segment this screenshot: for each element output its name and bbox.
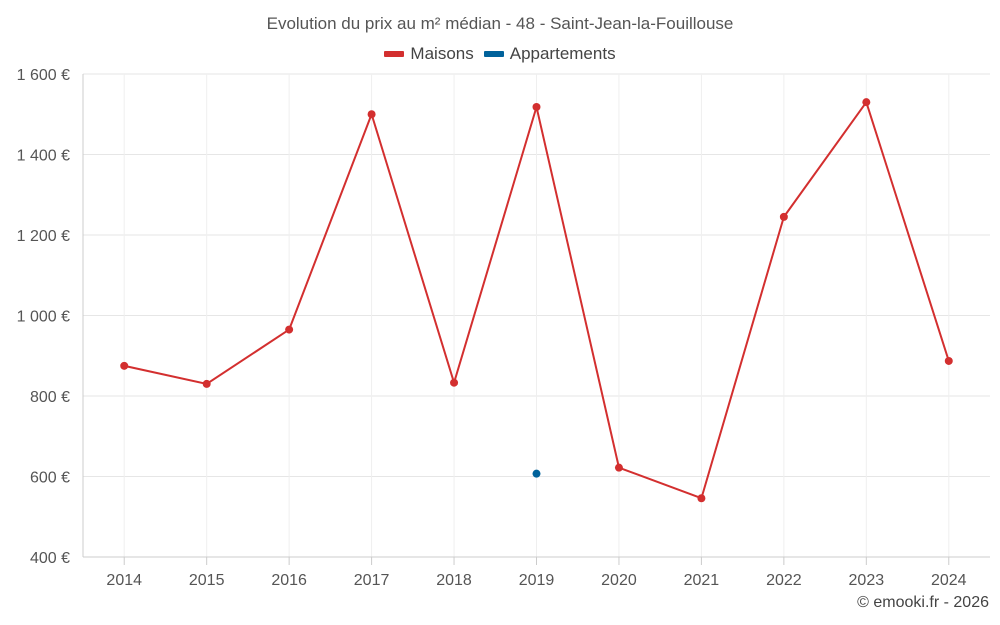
legend-swatch-appartements <box>483 51 504 57</box>
y-tick-label: 1 000 € <box>17 309 70 326</box>
watermark: © emooki.fr - 2026 <box>857 594 989 611</box>
y-tick-label: 800 € <box>30 389 70 406</box>
legend-swatch-maisons <box>384 51 405 57</box>
data-point-maisons <box>779 212 788 221</box>
legend-item-appartements[interactable]: Appartements <box>483 44 616 64</box>
chart-title: Evolution du prix au m² médian - 48 - Sa… <box>266 14 734 33</box>
x-tick-label: 2018 <box>436 572 472 589</box>
x-tick-label: 2022 <box>766 572 802 589</box>
legend-label-maisons: Maisons <box>410 44 474 63</box>
data-point-maisons <box>367 110 376 119</box>
y-tick-label: 400 € <box>30 550 70 567</box>
data-point-maisons <box>614 463 623 472</box>
data-point-maisons <box>532 103 541 112</box>
chart-legend: Maisons Appartements <box>0 44 1000 64</box>
y-tick-label: 1 600 € <box>17 67 70 84</box>
x-tick-label: 2017 <box>354 572 390 589</box>
x-tick-label: 2020 <box>601 572 637 589</box>
data-point-maisons <box>697 494 706 503</box>
x-tick-label: 2016 <box>271 572 307 589</box>
y-tick-label: 600 € <box>30 470 70 487</box>
data-point-maisons <box>285 325 294 334</box>
legend-item-maisons[interactable]: Maisons <box>384 44 474 64</box>
x-tick-label: 2024 <box>931 572 967 589</box>
x-tick-label: 2019 <box>519 572 555 589</box>
x-tick-label: 2021 <box>684 572 720 589</box>
data-point-maisons <box>862 98 871 107</box>
data-point-maisons <box>202 379 211 388</box>
data-point-maisons <box>120 361 129 370</box>
x-tick-label: 2014 <box>106 572 142 589</box>
legend-label-appartements: Appartements <box>509 44 616 63</box>
x-tick-label: 2023 <box>849 572 885 589</box>
data-point-appartements <box>532 469 541 478</box>
y-tick-label: 1 400 € <box>17 148 70 165</box>
data-point-maisons <box>944 356 953 365</box>
y-tick-label: 1 200 € <box>17 228 70 245</box>
data-point-maisons <box>450 378 459 387</box>
x-tick-label: 2015 <box>189 572 225 589</box>
